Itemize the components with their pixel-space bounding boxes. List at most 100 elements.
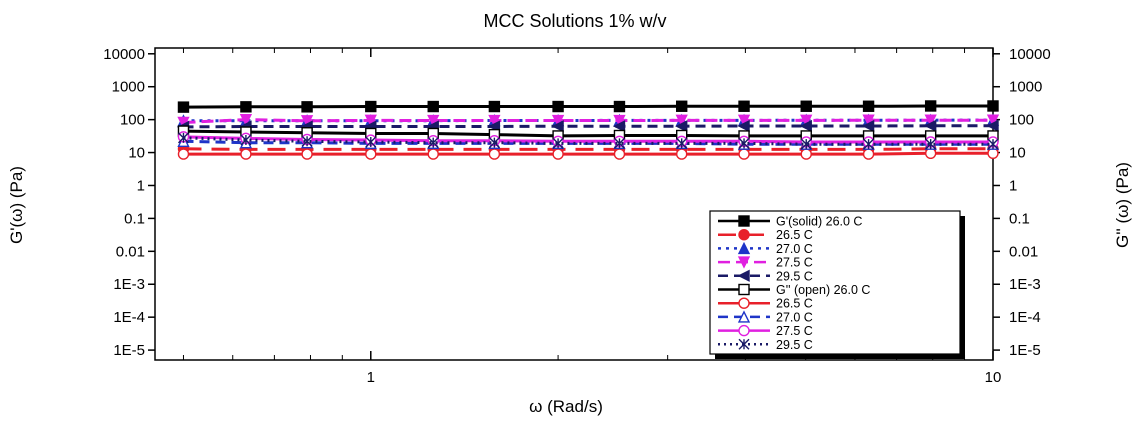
series-line-0: [183, 104, 993, 109]
series-3-point-3: [364, 114, 377, 127]
series-0-point-1: [240, 101, 252, 113]
y-axis-right: 10000 1000 100 10 1 0.1 0.01 1E-3 1E-4 1E-5: [993, 46, 1051, 359]
legend-label-8: 27.5 C: [776, 324, 813, 338]
legend-label-6: 26.5 C: [776, 297, 813, 311]
y-tick-label-right-9: 1E-5: [1009, 342, 1041, 359]
series-0-point-6: [552, 100, 564, 113]
series-6-point-7: [613, 148, 626, 160]
legend-marker-3: [737, 256, 751, 269]
legend-label-1: 26.5 C: [776, 228, 813, 242]
series-3-point-11: [862, 114, 875, 127]
series-3-point-7: [613, 114, 626, 128]
legend-label-4: 29.5 C: [776, 269, 813, 283]
legend-label-0: G'(solid) 26.0 C: [776, 215, 862, 229]
series-3-point-6: [551, 114, 565, 128]
series-6-point-11: [862, 148, 875, 160]
series-3-point-9: [737, 114, 751, 127]
legend-label-7: 27.0 C: [776, 310, 813, 324]
series-0-point-4: [427, 100, 439, 113]
y-tick-label-right-7: 1E-3: [1009, 276, 1041, 293]
y-tick-label-right-0: 10000: [1009, 46, 1051, 63]
x-axis-label: ω (Rad/s): [529, 397, 603, 416]
legend-item-2: 27.0 C: [718, 241, 813, 256]
legend-item-7: 27.0 C: [718, 310, 813, 324]
legend-item-5: G'' (open) 26.0 C: [718, 283, 870, 297]
y-axis-label-right: G'' (ω) (Pa): [1113, 162, 1132, 248]
series-0-point-11: [862, 100, 875, 112]
series-9-point-11: [863, 138, 875, 150]
y-axis-label-left: G'(ω) (Pa): [7, 166, 26, 244]
series-9-point-4: [427, 137, 439, 149]
series-3-point-2: [300, 115, 314, 128]
series-0-point-5: [488, 100, 501, 113]
series-line-7: [183, 139, 993, 146]
x-tick-label-1: 10: [985, 369, 1002, 386]
plot-frame: [154, 47, 994, 361]
legend-label-9: 29.5 C: [776, 338, 813, 352]
legend-marker-7: [737, 310, 751, 323]
legend-marker-2: [737, 241, 751, 255]
legend-item-0: G'(solid) 26.0 C: [718, 215, 862, 229]
y-tick-label-left-6: 0.01: [116, 243, 145, 260]
series-0: [177, 100, 999, 113]
series-line-6: [183, 151, 993, 156]
legend-marker-6: [738, 297, 750, 309]
y-tick-label-left-7: 1E-3: [113, 276, 145, 293]
legend-marker-8: [738, 324, 750, 337]
legend: G'(solid) 26.0 C26.5 C27.0 C27.5 C29.5 C…: [709, 210, 965, 359]
series-9-point-7: [613, 137, 625, 149]
series-0-point-7: [613, 100, 626, 113]
y-tick-label-left-0: 10000: [103, 46, 145, 63]
y-tick-label-right-8: 1E-4: [1009, 309, 1041, 326]
y-tick-label-left-9: 1E-5: [113, 342, 145, 359]
series-0-point-0: [177, 101, 190, 113]
legend-item-8: 27.5 C: [718, 324, 813, 338]
y-tick-label-left-3: 10: [128, 145, 145, 162]
series-9-point-0: [177, 132, 189, 144]
chart-title: MCC Solutions 1% w/v: [483, 11, 666, 31]
series-3-point-10: [800, 114, 813, 127]
series-0-point-3: [365, 100, 377, 113]
y-tick-label-left-8: 1E-4: [113, 309, 145, 326]
series-line-5: [183, 129, 993, 138]
series-3-point-8: [675, 114, 688, 127]
y-tick-label-left-4: 1: [137, 177, 145, 194]
series-0-point-12: [924, 100, 937, 112]
series-0-point-10: [800, 100, 812, 112]
legend-marker-4: [737, 269, 750, 282]
legend-label-2: 27.0 C: [776, 242, 813, 256]
series-4-point-6: [551, 120, 564, 133]
y-tick-label-right-2: 100: [1009, 112, 1034, 129]
x-tick-label-0: 1: [367, 369, 375, 386]
series-6-point-4: [427, 148, 439, 160]
y-tick-label-right-6: 0.01: [1009, 243, 1038, 260]
series-9-point-5: [488, 137, 500, 149]
y-tick-label-right-1: 1000: [1009, 79, 1042, 96]
y-tick-label-right-4: 1: [1009, 177, 1017, 194]
series-0-point-13: [987, 100, 999, 112]
legend-marker-5: [738, 283, 750, 296]
legend-label-5: G'' (open) 26.0 C: [776, 283, 870, 297]
series-line-1: [183, 147, 993, 151]
series-9-point-2: [301, 135, 313, 147]
legend-marker-1: [738, 228, 750, 241]
series-6-point-9: [738, 148, 750, 160]
series-9-point-6: [552, 137, 564, 149]
series-3-point-1: [239, 113, 253, 127]
series-6-point-0: [177, 148, 190, 160]
series-3-point-4: [427, 114, 440, 128]
series-3-point-12: [924, 114, 937, 127]
series-4-point-7: [612, 120, 626, 133]
series-9-point-8: [676, 137, 688, 149]
legend-marker-0: [738, 215, 750, 227]
series-9: [177, 132, 999, 150]
series-4-point-13: [986, 119, 999, 132]
series-4-point-10: [799, 119, 812, 133]
series-6: [177, 147, 999, 160]
series-9-point-3: [365, 136, 377, 148]
series-layer: [176, 100, 1000, 160]
legend-item-4: 29.5 C: [718, 269, 813, 283]
series-3-point-5: [488, 114, 501, 128]
